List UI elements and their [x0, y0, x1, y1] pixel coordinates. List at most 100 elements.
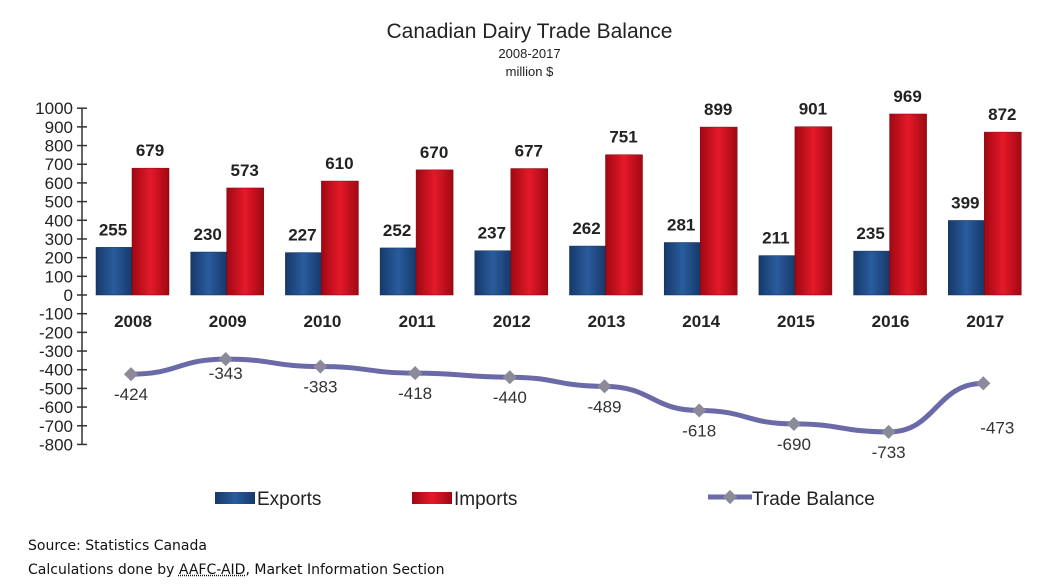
trade-balance-data-label: -440	[493, 388, 527, 407]
exports-data-label: 235	[856, 224, 884, 243]
trade-balance-data-label: -383	[303, 378, 337, 397]
exports-bar	[474, 250, 512, 296]
legend-label-trade-balance: Trade Balance	[752, 489, 875, 510]
exports-bar	[948, 220, 985, 296]
exports-bar	[758, 255, 796, 296]
y-tick-label: -300	[39, 342, 73, 361]
y-tick-label: 900	[45, 118, 73, 137]
exports-data-label: 255	[99, 220, 127, 239]
aafc-aid-link[interactable]: AAFC-AID	[178, 562, 246, 578]
imports-bar	[131, 167, 170, 296]
exports-data-label: 252	[383, 221, 411, 240]
trade-balance-marker	[786, 416, 801, 431]
y-tick-label: 200	[45, 249, 73, 268]
trade-balance-marker	[123, 367, 139, 382]
y-tick-label: 300	[45, 230, 73, 249]
trade-balance-marker	[313, 359, 328, 374]
legend-marker-trade-balance	[722, 489, 738, 505]
source-note: Source: Statistics Canada	[28, 538, 207, 554]
x-tick-label: 2015	[777, 312, 815, 331]
trade-balance-line	[128, 356, 986, 435]
trade-balance-data-label: -418	[398, 384, 432, 403]
x-tick-label: 2013	[588, 312, 626, 331]
exports-data-label: 230	[194, 225, 222, 244]
y-tick-label: 1000	[35, 99, 73, 118]
y-tick-label: 600	[45, 174, 73, 193]
trade-balance-data-label: -489	[587, 397, 621, 416]
imports-bar	[415, 169, 454, 296]
x-tick-label: 2012	[493, 312, 531, 331]
trade-balance-data-label: -424	[114, 385, 148, 404]
imports-bar	[226, 187, 264, 296]
imports-bar	[321, 180, 359, 296]
calc-prefix: Calculations done by	[28, 562, 179, 578]
trade-balance-data-label: -618	[682, 421, 716, 440]
imports-data-label: 751	[609, 128, 637, 147]
exports-data-label: 237	[478, 224, 506, 243]
x-tick-label: 2008	[114, 312, 152, 331]
exports-data-label: 262	[572, 219, 600, 238]
y-tick-label: 700	[45, 155, 73, 174]
imports-data-label: 969	[893, 87, 921, 106]
x-tick-label: 2014	[682, 312, 720, 331]
y-tick-label: -700	[39, 417, 73, 436]
imports-data-label: 677	[515, 142, 543, 161]
imports-data-label: 899	[704, 100, 732, 119]
exports-data-label: 399	[951, 193, 979, 212]
exports-bar	[379, 247, 417, 296]
imports-bar	[984, 131, 1022, 296]
exports-data-label: 281	[667, 216, 695, 235]
y-tick-label: 800	[45, 137, 73, 156]
trade-balance-marker	[502, 370, 517, 385]
x-tick-label: 2017	[966, 312, 1004, 331]
chart-title: Canadian Dairy Trade Balance	[386, 20, 673, 43]
legend-swatch-imports	[412, 492, 452, 504]
y-tick-label: -400	[39, 361, 73, 380]
trade-balance-marker	[597, 379, 612, 394]
exports-bar	[663, 242, 701, 296]
imports-data-label: 872	[988, 105, 1016, 124]
exports-bar	[95, 247, 133, 296]
exports-data-label: 227	[288, 226, 316, 245]
imports-data-label: 573	[231, 161, 259, 180]
imports-bar	[889, 113, 927, 296]
imports-bar	[699, 126, 738, 296]
exports-data-label: 211	[762, 229, 789, 248]
calc-note: Calculations done by AAFC-AID, Market In…	[28, 562, 444, 578]
trade-balance-data-label: -733	[872, 443, 906, 462]
trade-balance-marker	[881, 424, 896, 439]
y-tick-label: -500	[39, 379, 73, 398]
legend-label-imports: Imports	[454, 489, 517, 510]
x-tick-label: 2010	[303, 312, 341, 331]
trade-balance-data-label: -690	[777, 435, 811, 454]
trade-balance-marker	[976, 376, 991, 391]
y-tick-label: 500	[45, 193, 73, 212]
imports-data-label: 679	[136, 141, 164, 160]
y-tick-label: -800	[39, 435, 73, 454]
trade-balance-marker	[692, 403, 707, 418]
legend-label-exports: Exports	[257, 489, 321, 510]
y-tick-label: 400	[45, 211, 73, 230]
y-tick-label: 0	[64, 286, 73, 305]
trade-balance-data-label: -473	[980, 418, 1014, 437]
imports-data-label: 901	[799, 100, 827, 119]
imports-bar	[510, 168, 549, 296]
chart-unit: million $	[505, 64, 554, 79]
imports-data-label: 670	[420, 143, 448, 162]
x-tick-label: 2016	[872, 312, 910, 331]
exports-bar	[853, 250, 890, 296]
x-tick-label: 2011	[399, 312, 436, 331]
trade-balance-marker	[408, 366, 423, 381]
imports-data-label: 610	[325, 154, 353, 173]
imports-bar	[794, 126, 833, 296]
chart-subtitle: 2008-2017	[498, 46, 561, 61]
y-tick-label: -600	[39, 398, 73, 417]
y-tick-label: -200	[39, 323, 73, 342]
trade-balance-data-label: -343	[209, 364, 243, 383]
exports-bar	[285, 252, 322, 296]
trade-balance-marker	[218, 352, 233, 367]
exports-bar	[190, 251, 227, 296]
calc-suffix: , Market Information Section	[245, 562, 445, 578]
y-tick-label: 100	[45, 267, 73, 286]
